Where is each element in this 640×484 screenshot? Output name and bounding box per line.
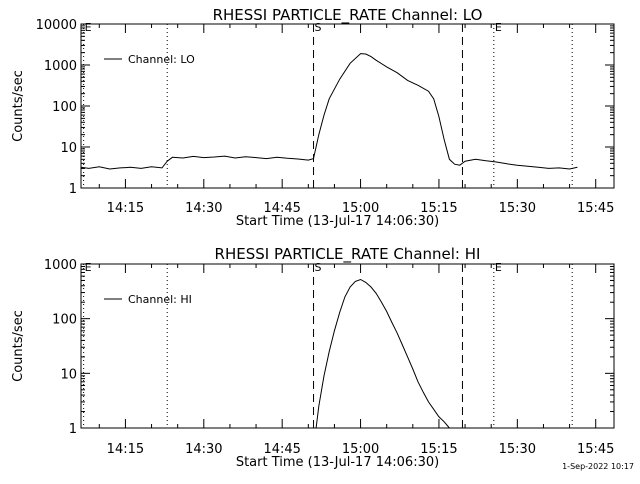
y-tick-label: 1000 bbox=[44, 258, 77, 273]
x-tick-label: 14:30 bbox=[185, 201, 222, 216]
y-axis-label: Counts/sec bbox=[11, 310, 26, 382]
marker-label: E bbox=[495, 261, 502, 274]
chart-title: RHESSI PARTICLE_RATE Channel: LO bbox=[213, 6, 483, 25]
x-tick-label: 14:30 bbox=[185, 442, 222, 457]
x-axis-label: Start Time (13-Jul-17 14:06:30) bbox=[236, 455, 439, 470]
x-tick-label: 15:45 bbox=[577, 201, 614, 216]
legend-label: Channel: LO bbox=[128, 53, 195, 66]
chart-panel-2: RHESSI PARTICLE_RATE Channel: HI 14:15 14:… bbox=[11, 245, 615, 470]
y-tick-label: 1 bbox=[69, 422, 77, 437]
x-tick-label: 15:00 bbox=[342, 201, 379, 216]
marker-label: E bbox=[85, 261, 92, 274]
x-tick-label: 15:00 bbox=[342, 442, 379, 457]
y-tick-label: 10 bbox=[60, 367, 77, 382]
y-tick-label: 100 bbox=[52, 100, 77, 115]
marker-label: S bbox=[315, 21, 322, 34]
plot-timestamp: 1-Sep-2022 10:17 bbox=[562, 462, 634, 471]
legend-label: Channel: HI bbox=[128, 293, 192, 306]
x-tick-label: 15:15 bbox=[420, 201, 457, 216]
marker-label: S bbox=[315, 261, 322, 274]
plot-frame bbox=[80, 23, 615, 189]
chart-title: RHESSI PARTICLE_RATE Channel: HI bbox=[215, 245, 481, 264]
x-axis-label: Start Time (13-Jul-17 14:06:30) bbox=[236, 214, 439, 229]
x-tick-label: 14:15 bbox=[107, 201, 144, 216]
x-tick-label: 14:45 bbox=[263, 201, 300, 216]
x-tick-label: 15:45 bbox=[577, 442, 614, 457]
y-tick-label: 1 bbox=[69, 182, 77, 197]
y-tick-label: 10 bbox=[60, 141, 77, 156]
marker-label: E bbox=[85, 21, 92, 34]
chart-panel-1: RHESSI PARTICLE_RATE Channel: LO 14:15 14:… bbox=[11, 6, 615, 229]
x-tick-label: 14:15 bbox=[107, 442, 144, 457]
x-tick-label: 15:30 bbox=[499, 201, 536, 216]
x-tick-label: 15:30 bbox=[499, 442, 536, 457]
y-tick-label: 10000 bbox=[36, 18, 77, 33]
y-tick-label: 100 bbox=[52, 313, 77, 328]
marker-label: E bbox=[495, 21, 502, 34]
x-tick-label: 15:15 bbox=[420, 442, 457, 457]
x-tick-label: 14:45 bbox=[263, 442, 300, 457]
y-axis-label: Counts/sec bbox=[11, 70, 26, 142]
y-tick-label: 1000 bbox=[44, 59, 77, 74]
series-line bbox=[315, 278, 450, 429]
series-line bbox=[80, 53, 578, 170]
plot-frame bbox=[80, 263, 615, 429]
